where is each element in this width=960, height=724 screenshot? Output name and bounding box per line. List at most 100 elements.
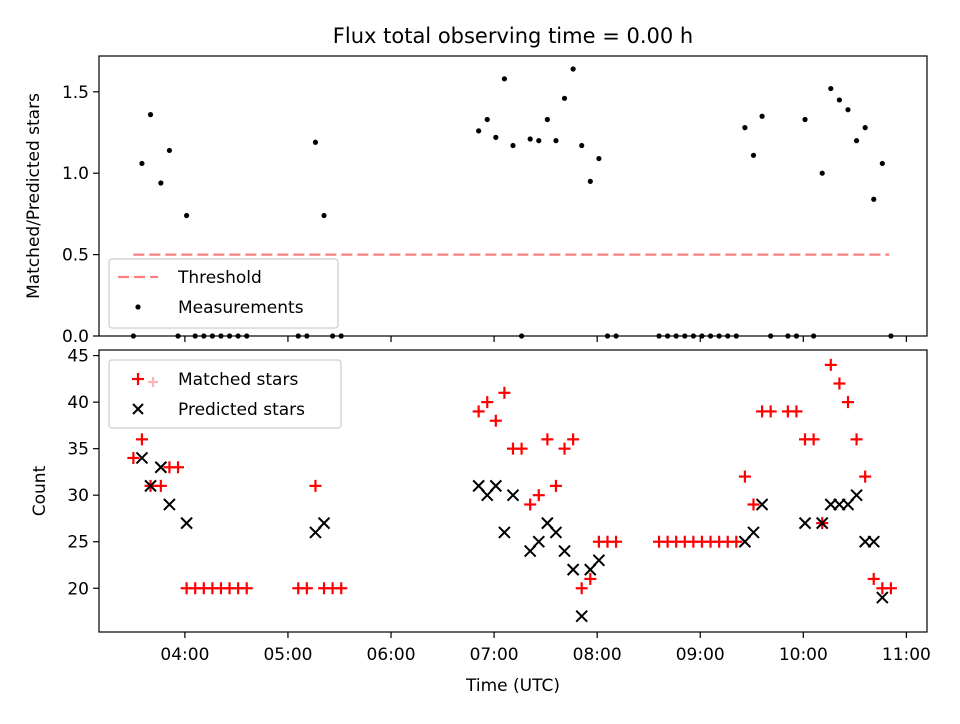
top-y-ticks: 0.0 0.5 1.0 1.5 <box>62 83 99 347</box>
top-x-ticks <box>184 336 907 342</box>
matched-star-point <box>867 572 880 585</box>
y-tick-label: 35 <box>67 440 89 460</box>
matched-star-point <box>824 358 837 371</box>
predicted-star-point <box>317 516 331 530</box>
measurement-point <box>802 116 808 123</box>
measurement-point <box>871 196 877 202</box>
predicted-star-point <box>850 488 863 502</box>
measurement-point <box>493 134 499 140</box>
measurement-point <box>147 112 154 118</box>
predicted-star-point <box>876 591 889 604</box>
bottom-legend: Matched stars Predicted stars <box>108 359 342 429</box>
x-axis-label: Time (UTC) <box>465 676 560 696</box>
matched-star-point <box>127 451 140 464</box>
matched-star-point <box>515 442 528 455</box>
measurement-point <box>553 138 559 144</box>
predicted-star-point <box>867 535 880 548</box>
matched-star-point <box>489 414 502 427</box>
measurement-point <box>596 155 602 162</box>
measurement-point <box>750 152 757 158</box>
top-chart-title: Flux total observing time = 0.00 h <box>333 24 693 48</box>
matched-star-points <box>127 358 897 595</box>
matched-star-point <box>498 386 511 399</box>
measurement-point <box>579 142 585 149</box>
y-tick-label: 25 <box>67 533 89 553</box>
x-tick-label: 06:00 <box>367 645 416 665</box>
matched-star-point <box>790 405 803 418</box>
measurement-point <box>587 178 593 184</box>
measurement-point <box>853 138 860 144</box>
y-tick-label: 30 <box>67 486 89 506</box>
measurement-point <box>544 116 550 123</box>
matched-star-point <box>309 479 322 492</box>
predicted-star-point <box>575 609 588 623</box>
measurement-points <box>130 66 894 339</box>
measurement-point <box>570 66 576 72</box>
matched-star-point <box>610 535 623 548</box>
matched-star-point <box>240 582 253 595</box>
measurement-point <box>184 212 190 219</box>
predicted-star-point <box>592 554 606 567</box>
predicted-star-point <box>180 516 193 530</box>
matched-star-point <box>154 479 167 492</box>
matched-star-point <box>850 433 863 446</box>
matched-star-point <box>135 433 148 446</box>
top-y-axis-label: Matched/Predicted stars <box>24 93 44 299</box>
y-tick-label: 45 <box>67 347 89 367</box>
matched-star-point <box>575 582 588 595</box>
measurement-point <box>158 180 164 186</box>
matched-star-point <box>859 470 872 483</box>
measurement-point <box>742 125 748 131</box>
matched-star-point <box>558 442 571 455</box>
measurement-point <box>166 147 173 154</box>
measurement-point <box>828 85 834 92</box>
predicted-star-point <box>549 526 563 539</box>
legend-predicted-swatch <box>132 403 144 415</box>
matched-star-point <box>300 582 313 595</box>
top-legend-box <box>108 258 339 329</box>
matched-star-point <box>584 572 597 585</box>
x-tick-label: 10:00 <box>779 645 828 665</box>
bottom-legend-box <box>108 359 342 429</box>
matched-star-point <box>841 396 854 409</box>
y-tick-label: 0.5 <box>62 246 89 266</box>
matched-star-point <box>532 489 545 502</box>
top-axes-frame <box>98 55 928 337</box>
legend-matched-swatch <box>132 373 158 387</box>
legend-threshold-label: Threshold <box>177 268 262 288</box>
x-tick-label: 04:00 <box>160 645 209 665</box>
predicted-star-point <box>163 498 176 511</box>
matched-star-point <box>472 405 485 418</box>
y-tick-label: 40 <box>67 393 89 413</box>
bottom-axes-frame <box>98 349 928 633</box>
predicted-star-point <box>489 479 503 493</box>
measurement-point <box>536 138 542 144</box>
bottom-y-axis-label: Count <box>30 465 50 516</box>
x-tick-label: 05:00 <box>263 645 312 665</box>
x-tick-label: 08:00 <box>573 645 622 665</box>
y-tick-label: 1.0 <box>62 164 89 184</box>
predicted-star-points <box>135 451 889 623</box>
x-tick-label: 07:00 <box>470 645 519 665</box>
measurement-point <box>819 170 825 176</box>
y-tick-label: 0.0 <box>62 327 89 347</box>
matched-star-point <box>567 433 580 446</box>
measurement-point <box>561 95 568 101</box>
measurement-point <box>484 116 490 123</box>
matched-star-point <box>807 433 820 446</box>
measurement-point <box>836 97 842 103</box>
predicted-star-point <box>144 479 157 493</box>
legend-measurements-label: Measurements <box>178 298 304 318</box>
matched-star-point <box>541 433 554 446</box>
predicted-star-point <box>135 451 149 465</box>
measurement-point <box>312 139 319 145</box>
matched-star-point <box>481 396 494 409</box>
legend-matched-label: Matched stars <box>178 370 298 390</box>
predicted-star-point <box>498 526 511 539</box>
measurement-point <box>476 128 482 134</box>
measurement-point <box>879 160 885 167</box>
predicted-star-point <box>532 535 545 548</box>
measurement-point <box>501 76 508 82</box>
matched-star-point <box>335 582 348 595</box>
